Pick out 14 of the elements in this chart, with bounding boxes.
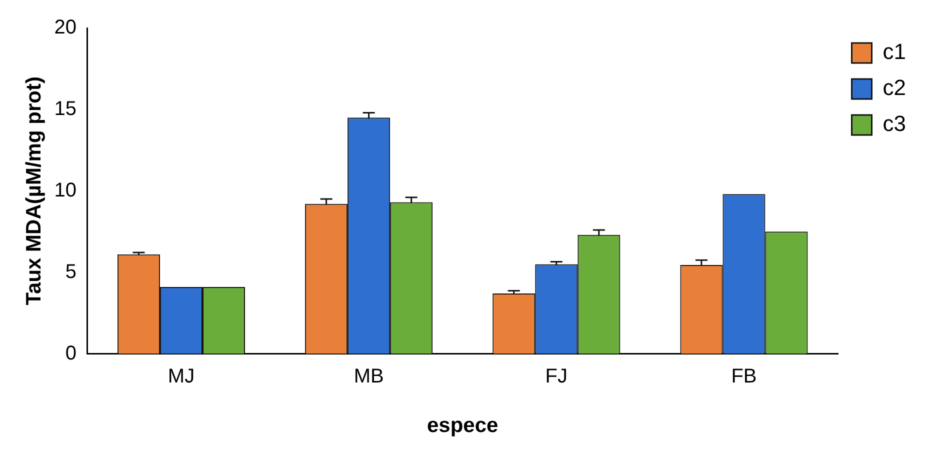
legend-label: c3	[882, 111, 906, 136]
y-tick-label: 0	[65, 342, 76, 364]
y-tick-label: 10	[54, 179, 76, 202]
x-tick-label: FB	[731, 365, 757, 388]
legend-label: c2	[882, 75, 906, 100]
y-axis-title: Taux MDA(µM/mg prot)	[22, 76, 46, 306]
legend-label: c1	[882, 39, 906, 64]
x-tick-label: MB	[354, 365, 384, 388]
x-tick-label: FJ	[545, 365, 568, 388]
y-tick-label: 5	[65, 260, 76, 283]
x-axis-title: espece	[426, 414, 498, 438]
x-tick-label: MJ	[168, 365, 195, 388]
y-tick-label: 15	[54, 98, 76, 120]
y-tick-label: 20	[54, 16, 76, 39]
